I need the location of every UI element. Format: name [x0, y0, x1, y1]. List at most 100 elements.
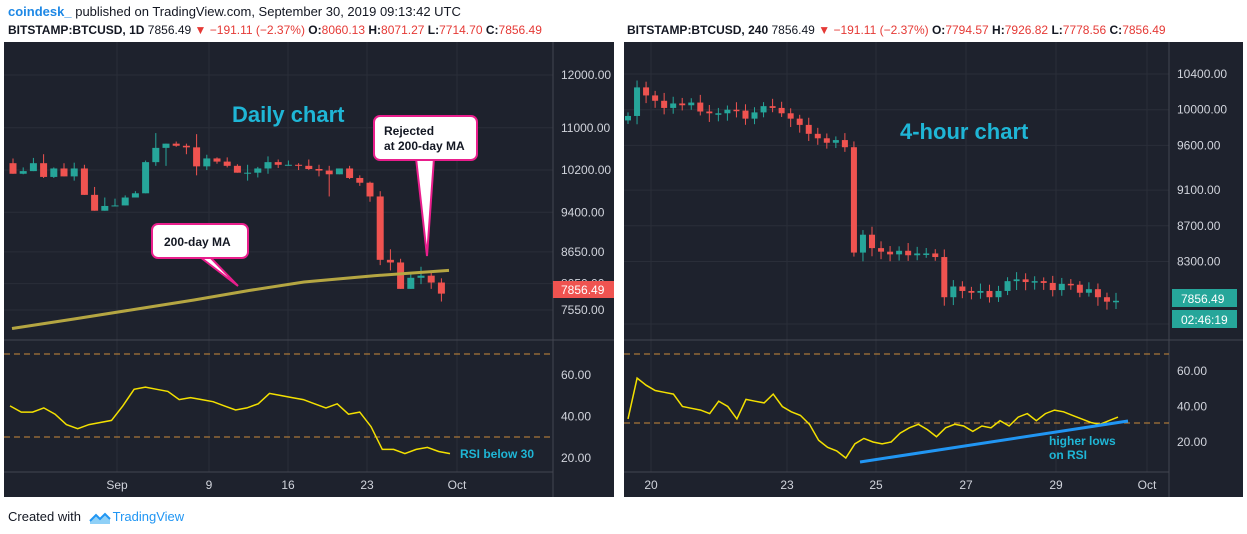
candle-body: [172, 143, 180, 146]
x-tick-label: 27: [959, 478, 973, 492]
left-symbol: BITSTAMP:BTCUSD, 1D: [8, 23, 145, 37]
candle-body: [203, 158, 211, 167]
chart-title: Daily chart: [232, 102, 345, 127]
candle-body: [706, 111, 713, 114]
left-price: 7856.49: [147, 23, 192, 37]
rsi-annotation: RSI below 30: [460, 447, 534, 461]
candle-body: [1040, 281, 1047, 283]
last-price-badge: [1172, 289, 1237, 307]
y-tick-label: 12000.00: [561, 68, 611, 82]
candle-body: [284, 164, 292, 166]
candle-body: [142, 162, 150, 194]
chart-title: 4-hour chart: [900, 119, 1029, 144]
candle-body: [305, 165, 313, 169]
right-price: 7856.49: [771, 23, 815, 37]
y-tick-label: 10400.00: [1177, 67, 1227, 81]
candle-body: [121, 197, 129, 206]
candle-body: [193, 147, 201, 167]
footer: Created with TradingView: [8, 509, 184, 525]
candle-body: [223, 161, 231, 166]
x-tick-label: Oct: [1138, 478, 1157, 492]
candle-body: [950, 286, 957, 298]
candle-body: [1094, 289, 1101, 298]
candle-body: [376, 196, 384, 260]
x-tick-label: 25: [869, 478, 883, 492]
candle-body: [346, 168, 354, 178]
x-tick-label: 23: [360, 478, 374, 492]
candle-body: [1022, 279, 1029, 283]
candle-body: [670, 103, 677, 108]
candle-body: [101, 205, 109, 211]
x-tick-label: Oct: [448, 478, 467, 492]
candle-body: [778, 107, 785, 114]
ma-callout-pointer: [197, 253, 239, 287]
right-close-label: C:: [1109, 23, 1123, 37]
publish-header: coindesk_ published on TradingView.com, …: [8, 4, 461, 20]
left-close-label: C:: [485, 23, 499, 37]
x-tick-label: 20: [644, 478, 658, 492]
candle-body: [1085, 289, 1092, 293]
candle-body: [70, 168, 78, 177]
y-tick-label: 9400.00: [561, 205, 605, 219]
last-price-label: 7856.49: [1181, 292, 1225, 306]
y-tick-label: 10000.00: [1177, 103, 1227, 117]
right-symbol-header: BITSTAMP:BTCUSD, 240 7856.49 ▼ −191.11 (…: [627, 22, 1166, 38]
candle-body: [652, 95, 659, 101]
right-open: 7794.57: [945, 23, 989, 37]
right-low-label: L:: [1051, 23, 1063, 37]
candle-body: [760, 106, 767, 113]
x-tick-label: 16: [281, 478, 295, 492]
left-high: 8071.27: [381, 23, 425, 37]
left-close: 7856.49: [498, 23, 542, 37]
x-tick-label: 9: [206, 478, 213, 492]
left-symbol-header: BITSTAMP:BTCUSD, 1D 7856.49 ▼ −191.11 (−…: [8, 22, 542, 38]
candle-body: [29, 163, 37, 172]
y-tick-label: 9100.00: [1177, 183, 1221, 197]
daily-chart-svg[interactable]: 12000.0011000.0010200.009400.008650.0080…: [4, 42, 614, 497]
daily-chart-panel[interactable]: 12000.0011000.0010200.009400.008650.0080…: [4, 42, 614, 497]
last-price-badge: [553, 281, 614, 298]
candle-body: [625, 115, 631, 121]
x-tick-label: 29: [1049, 478, 1063, 492]
candle-body: [1103, 297, 1110, 302]
candle-body: [50, 168, 58, 177]
candle-body: [386, 259, 394, 263]
candle-body: [417, 275, 425, 278]
candle-body: [769, 106, 776, 108]
candle-body: [995, 290, 1002, 298]
candle-body: [213, 158, 221, 162]
candle-body: [152, 147, 160, 163]
candle-body: [19, 171, 27, 174]
left-open-label: O:: [308, 23, 322, 37]
candle-body: [887, 251, 894, 255]
candle-body: [315, 169, 323, 171]
tradingview-link[interactable]: TradingView: [112, 509, 185, 524]
candle-body: [905, 250, 912, 256]
candle-body: [1004, 281, 1011, 291]
rsi-annotation: higher lows on RSI: [1049, 434, 1116, 462]
left-low-label: L:: [427, 23, 440, 37]
candle-body: [796, 118, 803, 125]
four-hour-chart-panel[interactable]: 10400.00 10000.00 9600.00 9100.00 8700.00 830…: [624, 42, 1243, 497]
candle-body: [869, 234, 875, 249]
candle-body: [679, 103, 686, 106]
candle-body: [9, 163, 17, 174]
rsi-trendline: [859, 419, 1129, 464]
rsi-y-tick-label: 20.00: [1177, 435, 1207, 449]
candle-body: [896, 250, 903, 255]
candle-body: [111, 205, 119, 207]
candle-body: [661, 100, 668, 108]
candle-body: [1058, 283, 1065, 291]
rsi-y-tick-label: 40.00: [1177, 400, 1207, 414]
candle-body: [724, 109, 731, 114]
ma-200-line: [11, 268, 450, 330]
y-tick-label: 7550.00: [561, 303, 605, 317]
right-symbol: BITSTAMP:BTCUSD, 240: [627, 23, 769, 37]
candle-body: [1013, 279, 1020, 282]
candle-body: [715, 113, 722, 115]
candle-body: [643, 87, 650, 96]
candle-body: [914, 253, 921, 256]
four-hour-chart-svg[interactable]: 10400.00 10000.00 9600.00 9100.00 8700.00 830…: [624, 42, 1243, 497]
reject-callout-pointer: [414, 157, 436, 257]
author-name[interactable]: coindesk_: [8, 4, 72, 19]
